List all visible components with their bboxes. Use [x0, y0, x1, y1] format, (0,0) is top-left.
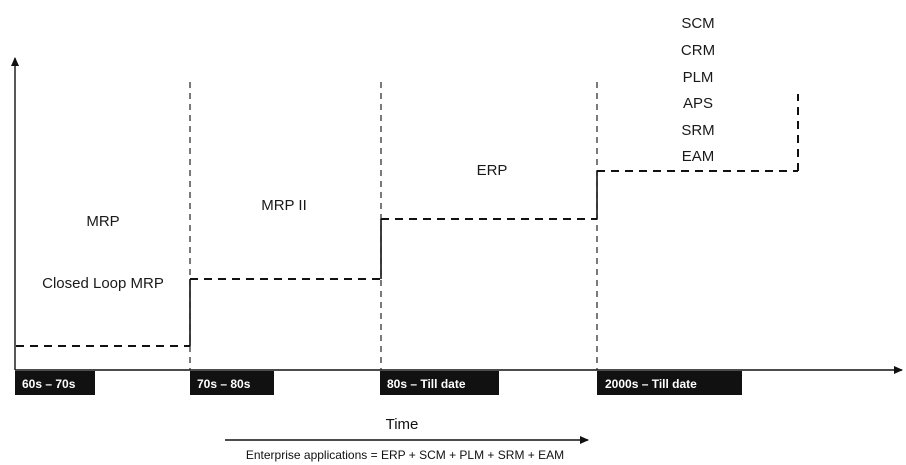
stage-label-plm: PLM — [683, 69, 714, 86]
era-label-4: 2000s – Till date — [605, 377, 697, 391]
stage-label-aps: APS — [683, 95, 713, 112]
era-box-1: 60s – 70s — [15, 371, 95, 395]
enterprise-applications-caption: Enterprise applications = ERP + SCM + PL… — [246, 448, 564, 462]
stage-label-eam: EAM — [682, 148, 715, 165]
era-label-1: 60s – 70s — [22, 377, 76, 391]
stage-label-erp: ERP — [477, 162, 508, 179]
stage-label-crm: CRM — [681, 42, 715, 59]
era-box-4: 2000s – Till date — [597, 371, 742, 395]
era-label-2: 70s – 80s — [197, 377, 251, 391]
era-box-2: 70s – 80s — [190, 371, 274, 395]
era-label-3: 80s – Till date — [387, 377, 466, 391]
stage-label-scm: SCM — [681, 15, 714, 32]
era-box-3: 80s – Till date — [380, 371, 499, 395]
time-label: Time — [386, 416, 419, 433]
stage-label-mrp: MRP — [86, 213, 119, 230]
stage-label-srm: SRM — [681, 122, 714, 139]
stage-label-mrp-ii: MRP II — [261, 197, 307, 214]
stage-label-closed-loop-mrp: Closed Loop MRP — [42, 275, 164, 292]
